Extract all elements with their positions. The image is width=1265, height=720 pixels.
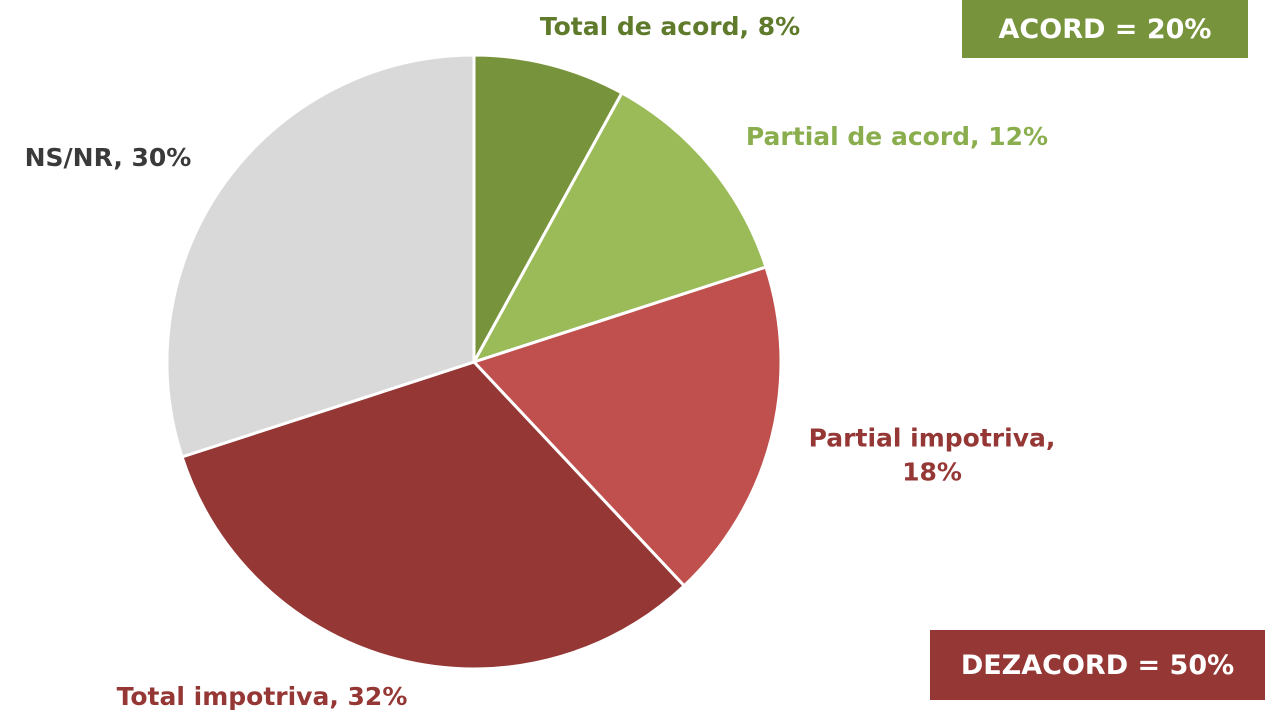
pie-slice: [471, 265, 783, 588]
data-label: Partial impotriva, 18%: [808, 423, 1056, 486]
pie-slice: [470, 90, 768, 365]
annotation-box: ACORD = 20%: [962, 0, 1248, 58]
pie-slice: [472, 53, 624, 363]
data-label: NS/NR, 30%: [24, 143, 192, 173]
data-label: Total de acord, 8%: [539, 12, 801, 42]
annotation-box: DEZACORD = 50%: [930, 630, 1265, 700]
pie-slice: [165, 53, 476, 459]
data-label: Partial de acord, 12%: [745, 122, 1049, 152]
data-label: Total impotriva, 32%: [116, 682, 408, 712]
pie-slice: [180, 360, 687, 671]
